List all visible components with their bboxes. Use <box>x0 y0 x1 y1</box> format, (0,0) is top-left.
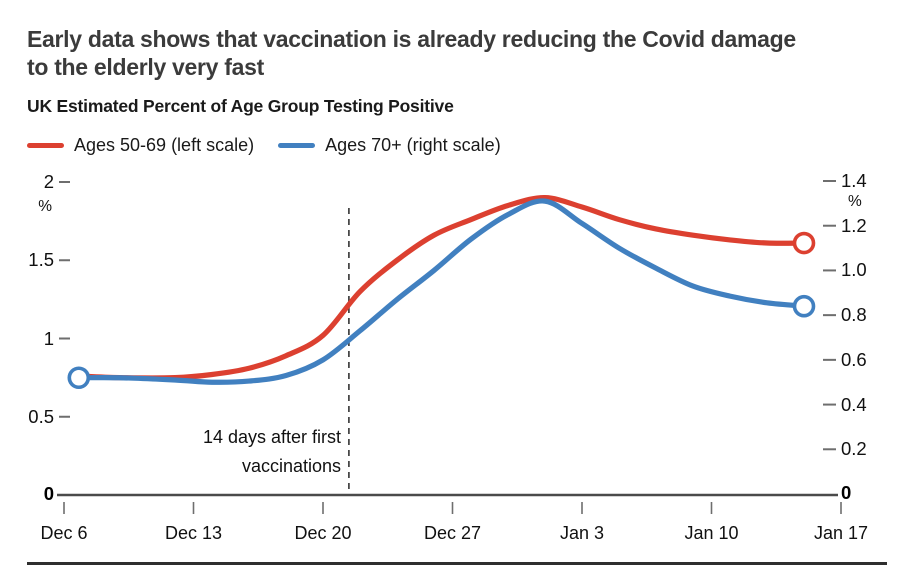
right-axis-label: 1.2 <box>841 214 867 236</box>
red-line-swatch <box>27 143 64 148</box>
series-start-marker <box>67 366 91 390</box>
right-axis-label: 1.4 <box>841 170 867 191</box>
right-axis-label: 0.4 <box>841 393 867 415</box>
left-axis-label: 1.5 <box>28 249 54 271</box>
x-axis-label: Dec 27 <box>423 523 482 543</box>
right-axis-label: 1.0 <box>841 259 867 281</box>
right-axis-zero-label: 0 <box>841 482 852 503</box>
bottom-rule <box>27 562 887 565</box>
x-axis-label: Dec 20 <box>294 523 352 543</box>
ages-50-69-line <box>76 195 807 381</box>
x-axis-label: Jan 17 <box>813 523 869 543</box>
legend-label-ages-50-69: Ages 50-69 (left scale) <box>74 135 255 155</box>
right-axis-label: 0.8 <box>841 304 867 326</box>
left-axis-label: 1 <box>43 327 54 349</box>
right-axis-label: 0.6 <box>841 348 867 370</box>
right-axis-label: 0.2 <box>841 438 867 460</box>
x-axis-label: Dec 13 <box>164 523 223 543</box>
annotation-14-days-after-first-vaccinations: 14 days after first vaccinations <box>202 427 341 476</box>
left-axis-label: 2 <box>43 171 54 192</box>
ages-70-plus-line <box>76 198 807 385</box>
ages-50-69-end-marker <box>792 231 816 255</box>
legend-label-ages-70-plus: Ages 70+ (right scale) <box>325 135 501 155</box>
x-axis-label: Jan 10 <box>684 523 739 543</box>
chart-title: UK Estimated Percent of Age Group Testin… <box>27 96 454 116</box>
left-axis-unit: % <box>38 198 52 215</box>
left-axis-zero-label: 0 <box>43 483 54 504</box>
right-axis-unit: % <box>848 193 862 210</box>
legend: Ages 50-69 (left scale) Ages 70+ (right … <box>27 135 501 156</box>
x-axis-label: Jan 3 <box>559 523 605 543</box>
blue-line-swatch <box>278 143 316 148</box>
x-axis-label: Dec 6 <box>40 523 88 543</box>
legend-item-ages-70-plus: Ages 70+ (right scale) <box>278 135 501 156</box>
headline: Early data shows that vaccination is alr… <box>27 26 796 80</box>
ages-70-plus-end-marker <box>792 294 816 318</box>
legend-item-ages-50-69: Ages 50-69 (left scale) <box>27 135 254 156</box>
left-axis-label: 0.5 <box>28 405 54 427</box>
